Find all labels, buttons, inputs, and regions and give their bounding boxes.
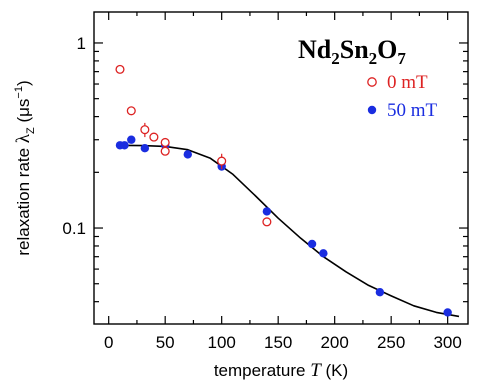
x-axis: 0 50 100 150 200 250 300 [104, 12, 462, 352]
point-0mt [126, 106, 136, 116]
point-50mt [262, 207, 272, 216]
point-50mt [127, 135, 136, 144]
x-tick-label: 300 [433, 333, 461, 352]
point-0mt [115, 64, 125, 74]
point-0mt [160, 146, 170, 156]
data-points-layer [115, 64, 452, 317]
y-axis: 0.11 [62, 34, 468, 303]
y-tick-label: 0.1 [62, 219, 86, 238]
x-tick-label: 50 [156, 333, 175, 352]
y-tick-label: 1 [77, 34, 86, 53]
point-50mt [140, 144, 150, 153]
plot-frame [93, 11, 469, 325]
legend-label-50mt: 50 mT [387, 100, 438, 121]
point-0mt [262, 217, 272, 227]
point-50mt [443, 308, 452, 317]
point-50mt [120, 141, 129, 150]
point-50mt [307, 239, 317, 249]
x-tick-label: 150 [264, 333, 292, 352]
compound-title: Nd2Sn2O7 [298, 35, 406, 68]
point-0mt [160, 137, 170, 148]
point-50mt [375, 288, 385, 297]
x-tick-label: 200 [320, 333, 348, 352]
point-0mt [140, 125, 150, 135]
legend-marker-50mt [367, 105, 377, 115]
fit-curve [119, 144, 460, 318]
legend: 0 mT 50 mT [367, 72, 438, 121]
point-50mt [183, 150, 192, 159]
point-0mt [217, 156, 227, 166]
x-tick-label: 100 [207, 333, 235, 352]
legend-marker-0mt [367, 77, 377, 87]
y-axis-title: relaxation rate λZ (μs−1) [13, 80, 37, 255]
x-axis-title: temperature T (K) [214, 360, 348, 381]
point-50mt [319, 249, 328, 258]
legend-label-0mt: 0 mT [387, 72, 428, 93]
x-tick-label: 250 [377, 333, 405, 352]
x-tick-label: 0 [104, 333, 113, 352]
point-0mt [149, 132, 159, 142]
fit-curve-layer [119, 144, 460, 318]
